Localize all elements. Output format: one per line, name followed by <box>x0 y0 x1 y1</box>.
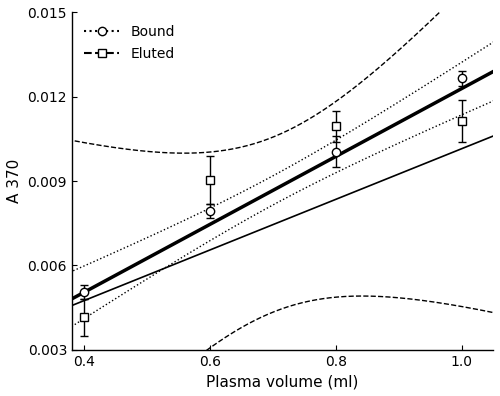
X-axis label: Plasma volume (ml): Plasma volume (ml) <box>206 374 358 389</box>
Legend: Bound, Eluted: Bound, Eluted <box>79 19 180 67</box>
Y-axis label: A 370: A 370 <box>7 159 22 203</box>
